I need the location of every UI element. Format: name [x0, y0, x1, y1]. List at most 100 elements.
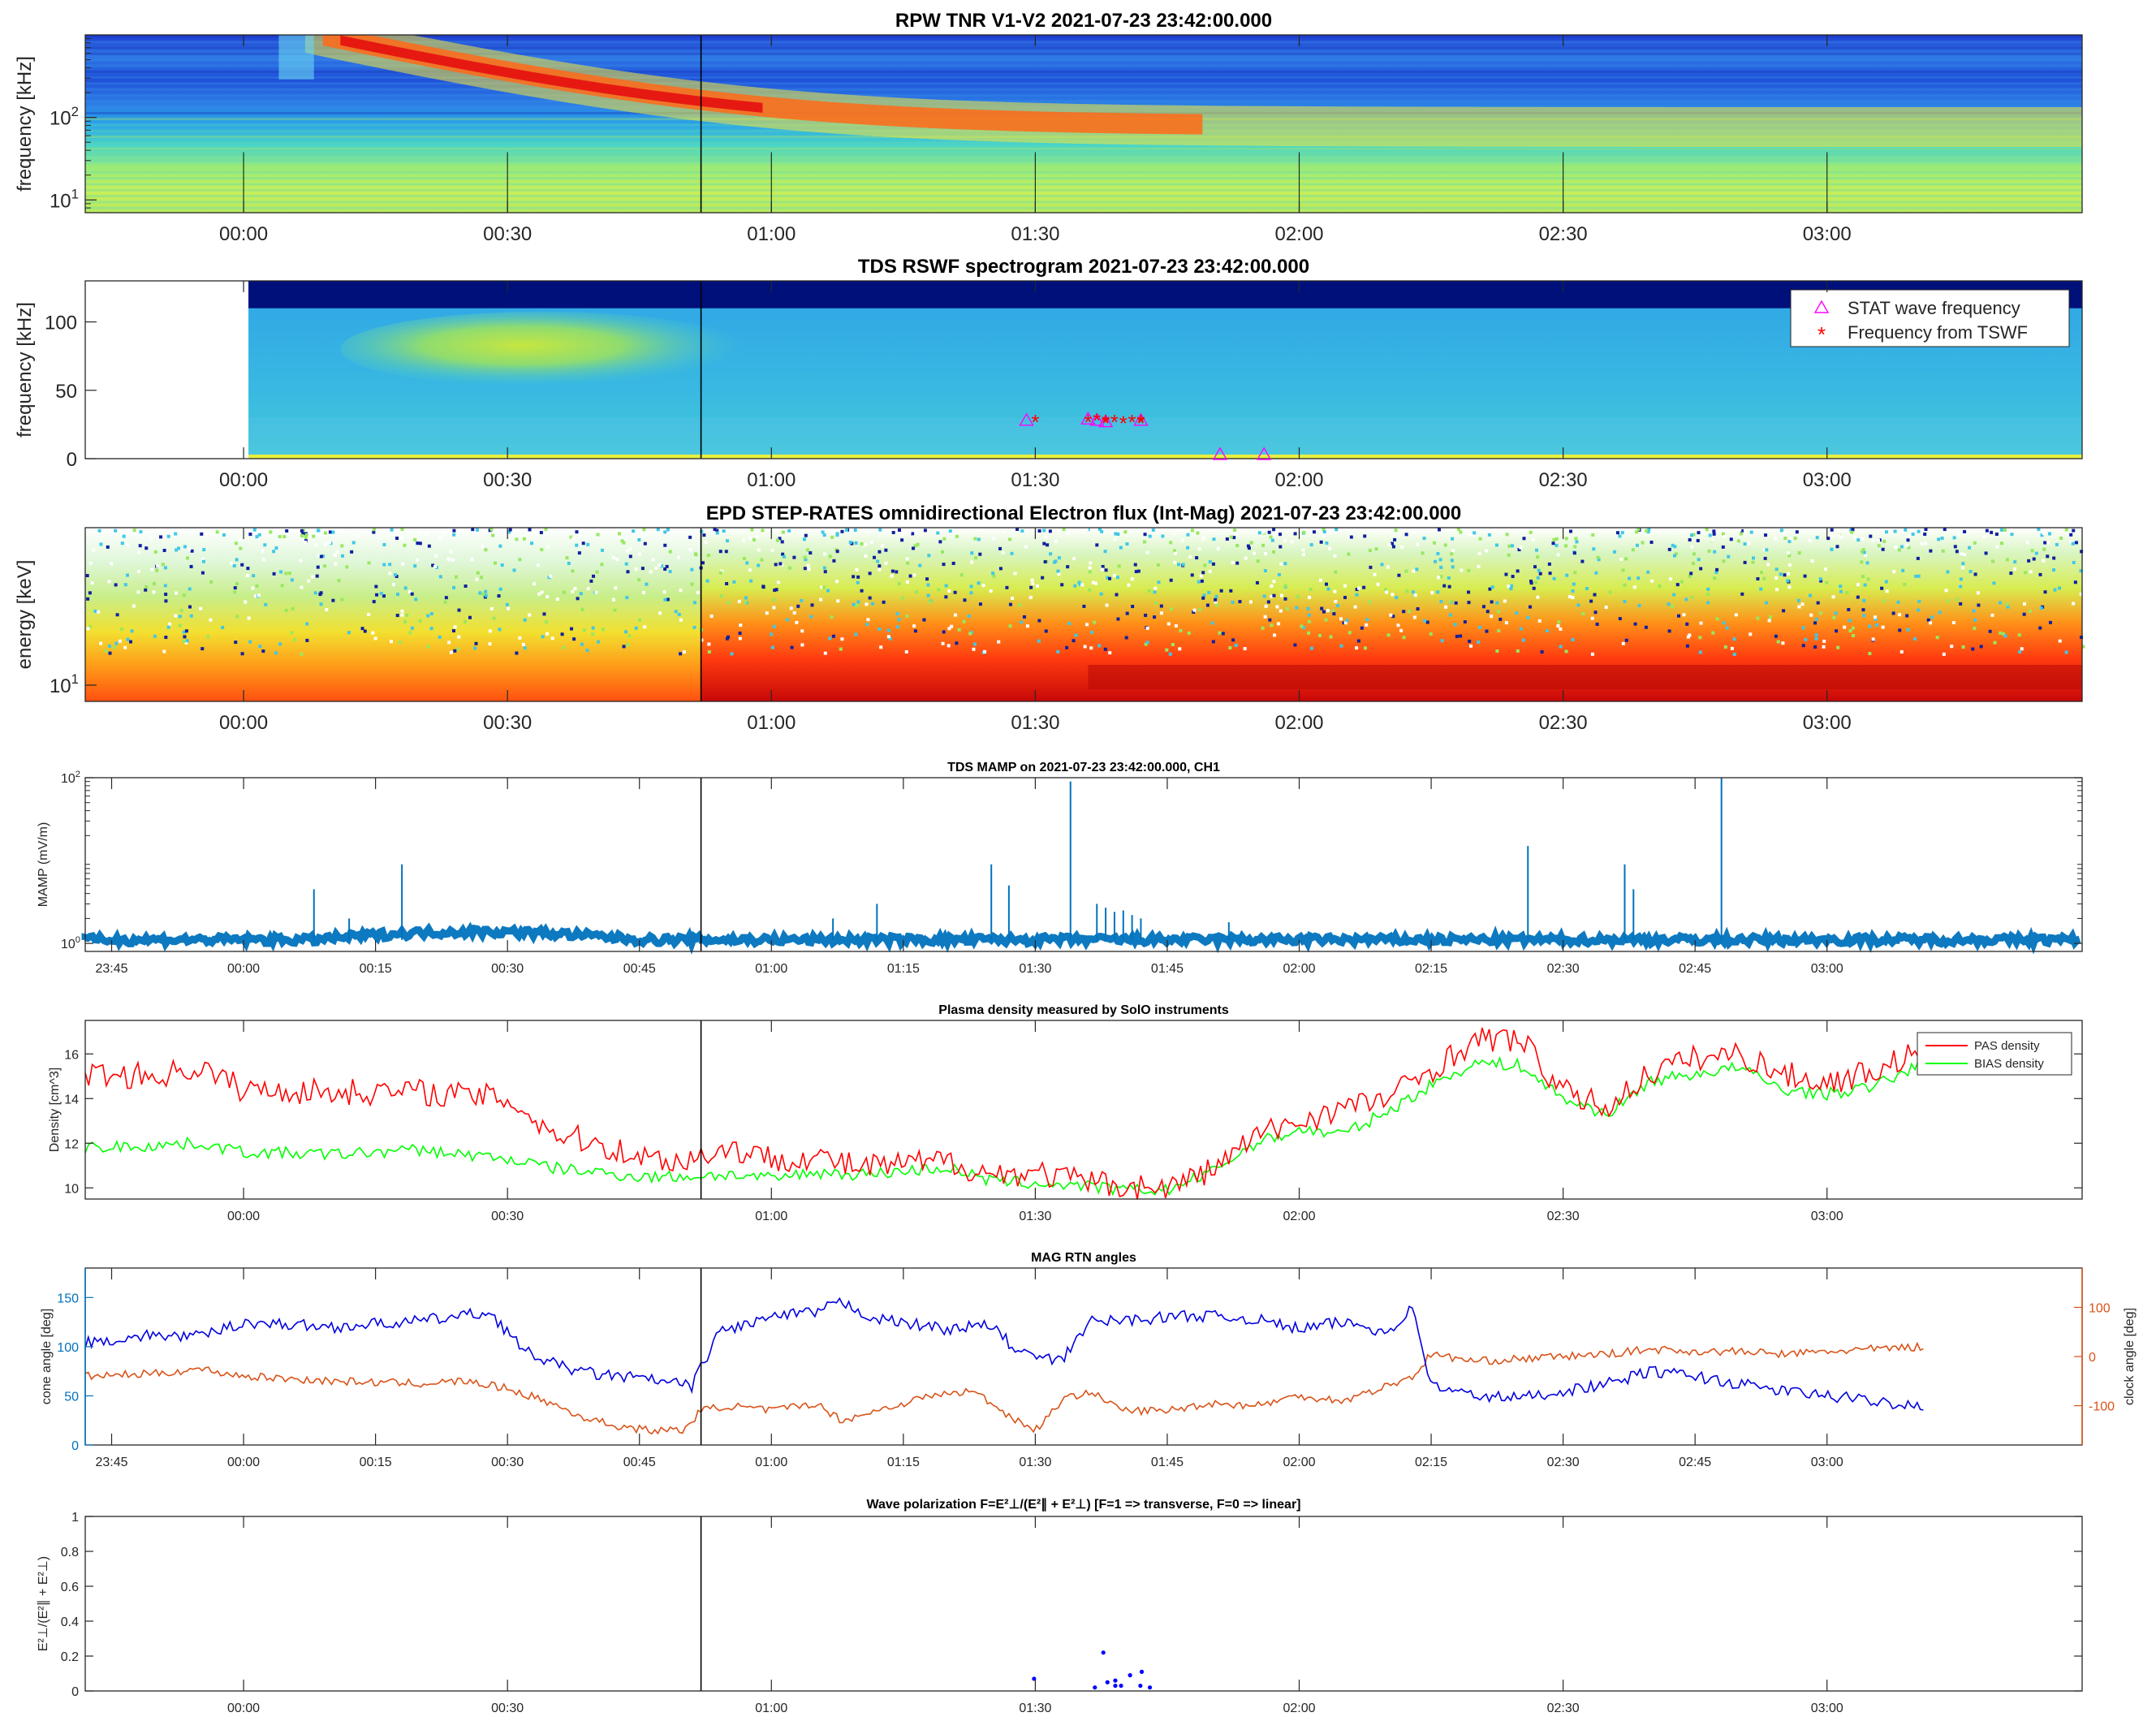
speckle: [1911, 533, 1915, 537]
speckle: [1556, 623, 1560, 628]
speckle: [1001, 550, 1005, 554]
speckle: [293, 638, 297, 642]
speckle: [718, 550, 722, 554]
speckle: [692, 601, 696, 605]
speckle: [1861, 537, 1865, 541]
speckle: [1711, 631, 1715, 635]
speckle: [85, 528, 89, 532]
speckle: [498, 628, 502, 632]
speckle: [856, 580, 860, 584]
speckle: [382, 594, 386, 598]
speckle: [852, 602, 856, 606]
legend-box: [1917, 1032, 2072, 1076]
speckle: [152, 590, 156, 594]
speckle: [1485, 610, 1490, 614]
speckle: [400, 528, 404, 532]
speckle: [642, 528, 646, 532]
speckle: [505, 602, 509, 606]
speckle: [1065, 645, 1069, 649]
speckle: [973, 537, 977, 541]
x-tick-label: 01:00: [755, 1210, 787, 1223]
x-tick-label: 01:00: [755, 1702, 787, 1715]
speckle: [319, 602, 323, 606]
speckle: [571, 569, 575, 573]
speckle: [1848, 619, 1852, 623]
speckle: [2005, 602, 2009, 606]
speckle: [1386, 633, 1391, 637]
speckle: [1789, 537, 1793, 541]
speckle: [112, 645, 116, 649]
x-tick-label: 00:00: [227, 1702, 260, 1715]
speckle: [1815, 536, 1819, 540]
speckle: [1787, 554, 1792, 558]
x-tick-label: 02:30: [1539, 712, 1588, 734]
speckle: [1214, 600, 1218, 604]
speckle: [2071, 541, 2075, 546]
speckle: [1326, 529, 1330, 533]
speckle: [738, 632, 742, 636]
speckle: [724, 550, 728, 554]
speckle: [1368, 600, 1372, 604]
speckle: [637, 537, 641, 541]
tswf-marker: *: [1136, 412, 1145, 436]
panel-title: MAG RTN angles: [1031, 1251, 1136, 1265]
speckle: [1992, 581, 1996, 585]
speckle: [737, 599, 741, 603]
speckle: [1727, 554, 1731, 559]
polarization-point: [1113, 1683, 1118, 1689]
speckle: [457, 608, 461, 612]
speckle: [1362, 585, 1366, 589]
speckle: [315, 574, 319, 578]
spectrogram-band: [85, 100, 2082, 103]
x-tick-label: 02:45: [1679, 962, 1711, 976]
stat-marker: [1256, 446, 1272, 460]
speckle: [1044, 535, 1048, 539]
speckle: [1917, 599, 1921, 603]
speckle: [1330, 609, 1335, 613]
speckle: [327, 541, 331, 545]
speckle: [1463, 620, 1467, 624]
speckle: [682, 650, 686, 654]
plot-frame: [84, 34, 2083, 214]
speckle: [1865, 561, 1869, 565]
speckle: [1830, 535, 1835, 539]
speckle: [1633, 622, 1637, 626]
speckle: [840, 529, 844, 533]
x-tick-label: 02:30: [1547, 962, 1580, 976]
speckle: [1481, 605, 1485, 609]
speckle: [890, 574, 894, 578]
speckle: [1917, 608, 1921, 612]
speckle: [1131, 605, 1135, 609]
speckle: [209, 580, 213, 584]
speckle: [1618, 617, 1622, 621]
speckle: [1853, 536, 1857, 540]
speckle: [515, 651, 519, 655]
speckle: [337, 579, 341, 583]
speckle: [1037, 619, 1041, 623]
speckle: [300, 534, 304, 538]
speckle: [1161, 528, 1165, 532]
speckle: [1637, 603, 1641, 607]
speckle: [1871, 637, 1875, 641]
speckle: [803, 567, 807, 571]
speckle: [1412, 530, 1416, 534]
speckle: [209, 618, 213, 622]
speckle: [1306, 606, 1310, 610]
speckle: [1851, 626, 1855, 630]
speckle: [2013, 567, 2017, 571]
speckle: [2013, 560, 2017, 564]
speckle: [1391, 541, 1395, 546]
speckle: [1529, 581, 1533, 585]
x-tick-label: 00:00: [227, 962, 260, 976]
speckle: [1875, 623, 1879, 628]
speckle: [395, 537, 399, 541]
speckle: [1686, 635, 1690, 639]
speckle: [300, 652, 304, 656]
speckle: [1042, 528, 1046, 533]
speckle: [408, 631, 412, 635]
speckle: [221, 625, 225, 629]
x-tick-label: 02:15: [1415, 1456, 1447, 1469]
speckle: [658, 611, 662, 615]
speckle: [1509, 587, 1513, 591]
speckle: [1782, 609, 1786, 613]
